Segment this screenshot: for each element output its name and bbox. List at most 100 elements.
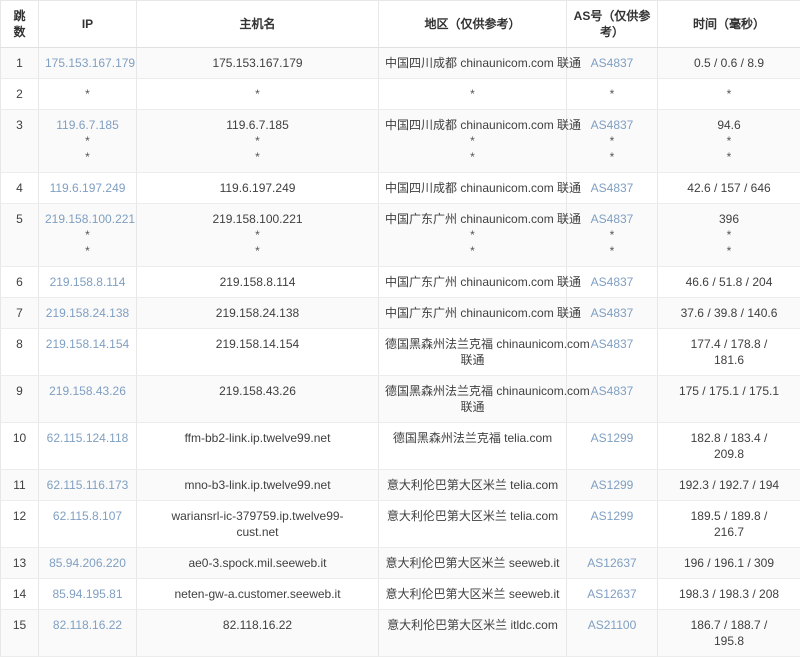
ip-link[interactable]: 62.115.8.107: [45, 508, 130, 524]
hop-cell: 14: [1, 579, 39, 610]
ip-link[interactable]: 119.6.197.249: [45, 180, 130, 196]
time-cell: 198.3 / 198.3 / 208: [658, 579, 800, 610]
ip-cell: 119.6.197.249: [39, 173, 137, 204]
time-value-line: 42.6 / 157 / 646: [664, 180, 794, 196]
region-timeout-star: *: [385, 243, 560, 259]
host-timeout-star: *: [143, 227, 372, 243]
hop-cell: 11: [1, 470, 39, 501]
asn-link[interactable]: AS4837: [573, 274, 651, 290]
time-value-line: 192.3 / 192.7 / 194: [664, 477, 794, 493]
region-timeout-star: *: [385, 149, 560, 165]
hop-cell: 9: [1, 376, 39, 423]
asn-link[interactable]: AS4837: [573, 211, 651, 227]
ip-cell: 219.158.43.26: [39, 376, 137, 423]
host-value-line: ae0-3.spock.mil.seeweb.it: [143, 555, 372, 571]
ip-link[interactable]: 85.94.195.81: [45, 586, 130, 602]
ip-timeout-star: *: [45, 149, 130, 165]
host-value-line: cust.net: [143, 524, 372, 540]
hop-value-line: 1: [7, 55, 32, 71]
hop-value-line: 6: [7, 274, 32, 290]
ip-cell: 219.158.100.221**: [39, 204, 137, 267]
host-cell: *: [137, 79, 379, 110]
region-value-line: 德国黑森州法兰克福 chinaunicom.com: [385, 383, 560, 399]
trace-row-hop-11: 11 62.115.116.173 mno-b3-link.ip.twelve99.…: [1, 470, 800, 501]
time-cell: 177.4 / 178.8 /181.6: [658, 329, 800, 376]
time-timeout-star: *: [664, 149, 794, 165]
time-value-line: 396: [664, 211, 794, 227]
asn-link[interactable]: AS1299: [573, 508, 651, 524]
ip-link[interactable]: 219.158.24.138: [45, 305, 130, 321]
ip-link[interactable]: 82.118.16.22: [45, 617, 130, 633]
hop-value-line: 9: [7, 383, 32, 399]
ip-timeout-star: *: [45, 227, 130, 243]
asn-link[interactable]: AS12637: [573, 555, 651, 571]
asn-cell: AS12637: [567, 548, 658, 579]
ip-cell: 82.118.16.22: [39, 610, 137, 657]
asn-link[interactable]: AS21100: [573, 617, 651, 633]
time-cell: 396**: [658, 204, 800, 267]
asn-link[interactable]: AS4837: [573, 180, 651, 196]
ip-cell: *: [39, 79, 137, 110]
ip-cell: 62.115.124.118: [39, 423, 137, 470]
hop-value-line: 2: [7, 86, 32, 102]
region-timeout-star: *: [385, 227, 560, 243]
asn-cell: AS1299: [567, 423, 658, 470]
column-header-asn: AS号（仅供参考）: [567, 1, 658, 48]
ip-link[interactable]: 62.115.116.173: [45, 477, 130, 493]
region-value-line: 意大利伦巴第大区米兰 itldc.com: [385, 617, 560, 633]
hop-value-line: 14: [7, 586, 32, 602]
ip-link[interactable]: 219.158.14.154: [45, 336, 130, 352]
ip-link[interactable]: 85.94.206.220: [45, 555, 130, 571]
ip-link[interactable]: 175.153.167.179: [45, 55, 130, 71]
asn-link[interactable]: AS4837: [573, 117, 651, 133]
host-cell: mno-b3-link.ip.twelve99.net: [137, 470, 379, 501]
asn-link[interactable]: AS1299: [573, 430, 651, 446]
asn-cell: *: [567, 79, 658, 110]
column-header-time: 时间（毫秒）: [658, 1, 800, 48]
host-cell: 119.6.7.185**: [137, 110, 379, 173]
time-value-line: 198.3 / 198.3 / 208: [664, 586, 794, 602]
host-value-line: 219.158.14.154: [143, 336, 372, 352]
trace-row-hop-2: 2*****: [1, 79, 800, 110]
asn-cell: AS4837: [567, 329, 658, 376]
region-cell: 意大利伦巴第大区米兰 telia.com: [379, 470, 567, 501]
asn-timeout-star: *: [573, 243, 651, 259]
host-cell: neten-gw-a.customer.seeweb.it: [137, 579, 379, 610]
ip-cell: 85.94.195.81: [39, 579, 137, 610]
asn-cell: AS12637: [567, 579, 658, 610]
asn-link[interactable]: AS1299: [573, 477, 651, 493]
hop-value-line: 12: [7, 508, 32, 524]
hop-cell: 10: [1, 423, 39, 470]
hop-value-line: 10: [7, 430, 32, 446]
ip-link[interactable]: 62.115.124.118: [45, 430, 130, 446]
region-timeout-star: *: [385, 133, 560, 149]
time-cell: 94.6**: [658, 110, 800, 173]
ip-cell: 85.94.206.220: [39, 548, 137, 579]
time-cell: 186.7 / 188.7 /195.8: [658, 610, 800, 657]
host-cell: 175.153.167.179: [137, 48, 379, 79]
ip-link[interactable]: 219.158.43.26: [45, 383, 130, 399]
asn-link[interactable]: AS4837: [573, 305, 651, 321]
asn-link[interactable]: AS4837: [573, 55, 651, 71]
asn-cell: AS1299: [567, 501, 658, 548]
column-header-ip: IP: [39, 1, 137, 48]
time-value-line: 182.8 / 183.4 /: [664, 430, 794, 446]
hop-value-line: 5: [7, 211, 32, 227]
region-cell: 中国四川成都 chinaunicom.com 联通**: [379, 110, 567, 173]
ip-link[interactable]: 219.158.100.221: [45, 211, 130, 227]
asn-link[interactable]: AS12637: [573, 586, 651, 602]
ip-link[interactable]: 119.6.7.185: [45, 117, 130, 133]
host-cell: 219.158.100.221**: [137, 204, 379, 267]
time-cell: 46.6 / 51.8 / 204: [658, 267, 800, 298]
ip-link[interactable]: 219.158.8.114: [45, 274, 130, 290]
host-value-line: 219.158.8.114: [143, 274, 372, 290]
hop-cell: 12: [1, 501, 39, 548]
host-value-line: wariansrl-ic-379759.ip.twelve99-: [143, 508, 372, 524]
